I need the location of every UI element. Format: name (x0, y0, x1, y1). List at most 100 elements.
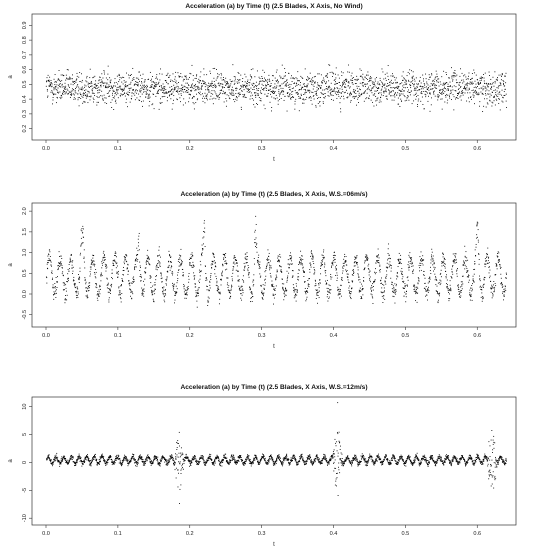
data-point (121, 278, 123, 279)
data-point (436, 279, 437, 281)
data-point (46, 458, 48, 460)
data-point (109, 290, 111, 292)
data-point (375, 262, 377, 264)
data-point (464, 74, 466, 76)
data-point (208, 89, 210, 91)
data-point (454, 262, 456, 264)
data-point (423, 80, 424, 82)
data-point (76, 462, 78, 464)
data-point (165, 289, 167, 291)
data-point (332, 254, 334, 256)
data-point (52, 465, 53, 467)
data-point (493, 281, 495, 282)
data-point (150, 287, 152, 288)
data-point (155, 266, 157, 268)
data-point (389, 257, 391, 259)
data-point (169, 74, 171, 76)
data-point (108, 299, 110, 301)
data-point (362, 294, 364, 296)
data-point (131, 282, 133, 284)
data-point (165, 80, 167, 82)
data-point (437, 299, 439, 301)
data-point (288, 272, 290, 274)
data-point (448, 292, 449, 293)
data-point (56, 96, 58, 98)
data-point (212, 68, 214, 69)
data-point (72, 81, 74, 83)
data-point (63, 458, 65, 460)
data-point (110, 88, 112, 90)
data-point (484, 72, 486, 74)
data-point (397, 87, 399, 89)
data-point (76, 85, 78, 87)
data-point (319, 279, 321, 280)
data-point (404, 288, 405, 290)
data-point (440, 276, 442, 278)
data-point (95, 269, 97, 270)
data-point (295, 294, 296, 296)
data-point (378, 262, 380, 264)
data-point (296, 92, 298, 94)
data-point (402, 79, 403, 81)
data-point (233, 257, 235, 259)
data-point (377, 81, 379, 83)
data-point (431, 74, 433, 76)
data-point (455, 86, 457, 88)
data-point (322, 89, 324, 91)
y-axis-label: a (8, 263, 14, 267)
data-point (305, 98, 307, 100)
data-point (49, 249, 51, 251)
data-point (78, 458, 80, 460)
data-point (219, 90, 221, 91)
data-point (380, 101, 382, 103)
data-point (89, 77, 91, 79)
data-point (380, 269, 382, 271)
data-point (68, 270, 70, 272)
data-point (287, 259, 289, 261)
data-point (503, 84, 504, 86)
data-point (119, 87, 121, 89)
data-point (80, 459, 82, 461)
data-point (93, 260, 95, 262)
data-point (103, 259, 105, 261)
data-point (193, 95, 195, 97)
data-point (490, 78, 492, 80)
data-point (476, 225, 478, 227)
data-point (217, 76, 219, 78)
data-point (386, 98, 388, 100)
data-point (423, 78, 424, 80)
data-point (447, 86, 449, 87)
data-point (204, 82, 206, 84)
data-point (306, 291, 308, 293)
data-point (383, 295, 385, 297)
data-point (238, 288, 240, 290)
data-point (235, 262, 237, 264)
data-point (504, 88, 506, 90)
data-point (214, 262, 216, 264)
data-point (57, 276, 58, 278)
data-point (315, 105, 317, 107)
data-point (69, 257, 71, 259)
data-point (480, 76, 482, 78)
data-point (348, 82, 350, 84)
data-point (205, 265, 206, 267)
data-point (485, 87, 487, 89)
data-point (221, 273, 223, 275)
data-point (70, 90, 72, 92)
data-point (412, 83, 413, 85)
data-point (338, 95, 340, 97)
data-point (443, 261, 444, 263)
data-point (288, 83, 290, 85)
data-point (290, 252, 291, 254)
data-point (166, 278, 168, 280)
data-point (143, 284, 145, 286)
data-point (230, 89, 232, 91)
data-point (133, 281, 135, 282)
data-point (494, 81, 496, 82)
data-point (302, 98, 304, 100)
data-point (486, 102, 488, 104)
data-point (80, 229, 82, 231)
data-point (136, 257, 138, 259)
data-point (368, 95, 370, 97)
data-point (68, 79, 70, 80)
